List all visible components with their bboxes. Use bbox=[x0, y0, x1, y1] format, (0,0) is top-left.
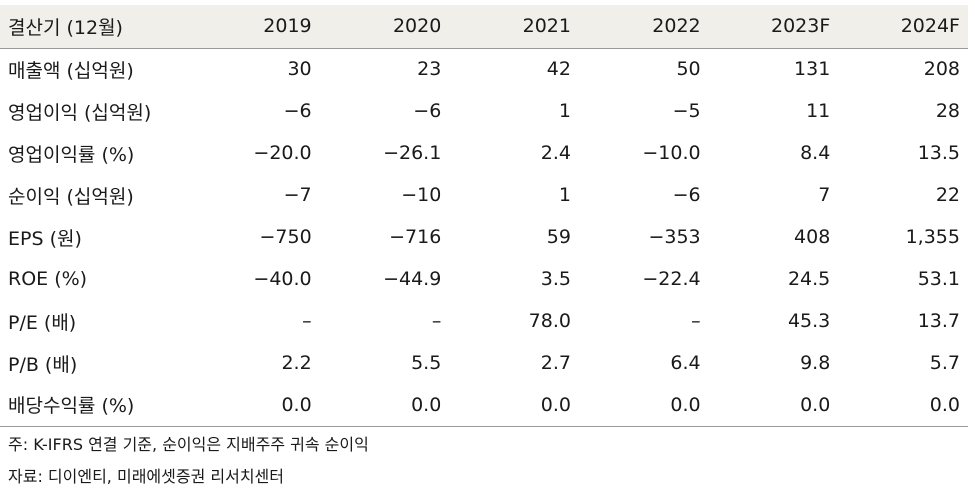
table-row-roe: ROE (%) −40.0 −44.9 3.5 −22.4 24.5 53.1 bbox=[0, 258, 968, 300]
header-2024f: 2024F bbox=[838, 5, 968, 49]
cell-value: 53.1 bbox=[917, 268, 960, 290]
row-label: 영업이익률 (%) bbox=[8, 143, 135, 166]
cell-value: 2.2 bbox=[281, 352, 312, 374]
cell-value: −7 bbox=[283, 184, 312, 206]
cell-value: 9.8 bbox=[800, 352, 831, 374]
cell-value: 24.5 bbox=[787, 268, 831, 290]
cell-value: 50 bbox=[676, 58, 701, 81]
cell-value: 1 bbox=[558, 100, 571, 122]
source-note: 자료: 디이엔티, 미래에셋증권 리서치센터 bbox=[8, 467, 284, 486]
cell-value: 0.0 bbox=[319, 384, 450, 427]
cell-value: −6 bbox=[283, 100, 312, 122]
cell-value: – bbox=[431, 310, 442, 332]
cell-value: 0.0 bbox=[838, 384, 968, 427]
cell-value: 30 bbox=[287, 58, 312, 81]
header-2019: 2019 bbox=[190, 5, 320, 49]
cell-value: −44.9 bbox=[383, 268, 442, 290]
cell-value: 5.5 bbox=[411, 352, 442, 374]
table-row-revenue: 매출액 (십억원) 30 23 42 50 131 208 bbox=[0, 48, 968, 90]
header-2023f: 2023F bbox=[708, 5, 839, 49]
table-row-operating-margin: 영업이익률 (%) −20.0 −26.1 2.4 −10.0 8.4 13.5 bbox=[0, 132, 968, 174]
row-label: P/B (배) bbox=[8, 353, 78, 376]
table-row-dividend-yield: 배당수익률 (%) 0.0 0.0 0.0 0.0 0.0 0.0 bbox=[0, 384, 968, 427]
cell-value: 131 bbox=[794, 58, 831, 81]
header-2022: 2022 bbox=[578, 5, 709, 49]
cell-value: 8.4 bbox=[800, 142, 831, 164]
cell-value: – bbox=[691, 310, 701, 332]
cell-value: 7 bbox=[818, 184, 831, 206]
cell-value: 1 bbox=[558, 184, 571, 206]
cell-value: 28 bbox=[935, 100, 960, 122]
cell-value: 13.5 bbox=[917, 142, 960, 164]
cell-value: −26.1 bbox=[383, 142, 442, 164]
table-row-eps: EPS (원) −750 −716 59 −353 408 1,355 bbox=[0, 216, 968, 258]
table-row-pe: P/E (배) – – 78.0 – 45.3 13.7 bbox=[0, 300, 968, 342]
cell-value: 3.5 bbox=[540, 268, 571, 290]
cell-value: – bbox=[302, 310, 312, 332]
header-2020: 2020 bbox=[319, 5, 450, 49]
row-label: 순이익 (십억원) bbox=[8, 185, 134, 208]
cell-value: 0.0 bbox=[708, 384, 839, 427]
row-label: 배당수익률 (%) bbox=[0, 384, 190, 427]
cell-value: 208 bbox=[923, 58, 960, 81]
cell-value: −10 bbox=[401, 184, 442, 206]
cell-value: −20.0 bbox=[253, 142, 312, 164]
table-row-net-income: 순이익 (십억원) −7 −10 1 −6 7 22 bbox=[0, 174, 968, 216]
cell-value: −716 bbox=[389, 226, 442, 248]
cell-value: 2.4 bbox=[540, 142, 571, 164]
row-label: P/E (배) bbox=[8, 311, 77, 334]
row-label: 매출액 (십억원) bbox=[8, 59, 134, 82]
table-row-pb: P/B (배) 2.2 5.5 2.7 6.4 9.8 5.7 bbox=[0, 342, 968, 384]
cell-value: 2.7 bbox=[540, 352, 571, 374]
cell-value: −6 bbox=[413, 100, 442, 122]
cell-value: 6.4 bbox=[670, 352, 701, 374]
cell-value: −22.4 bbox=[642, 268, 701, 290]
cell-value: −10.0 bbox=[642, 142, 701, 164]
cell-value: −353 bbox=[648, 226, 701, 248]
footnote: 주: K-IFRS 연결 기준, 순이익은 지배주주 귀속 순이익 bbox=[8, 435, 369, 454]
cell-value: 13.7 bbox=[917, 310, 960, 332]
cell-value: 45.3 bbox=[787, 310, 831, 332]
cell-value: 1,355 bbox=[905, 226, 960, 248]
row-label: ROE (%) bbox=[8, 268, 88, 290]
cell-value: −5 bbox=[672, 100, 701, 122]
financial-table: 결산기 (12월) 2019 2020 2021 2022 2023F 2024… bbox=[0, 5, 968, 427]
table-header-row: 결산기 (12월) 2019 2020 2021 2022 2023F 2024… bbox=[0, 5, 968, 49]
cell-value: 23 bbox=[417, 58, 442, 81]
row-label: EPS (원) bbox=[8, 227, 82, 250]
table-row-operating-profit: 영업이익 (십억원) −6 −6 1 −5 11 28 bbox=[0, 90, 968, 132]
cell-value: 22 bbox=[935, 184, 960, 206]
row-label: 영업이익 (십억원) bbox=[8, 101, 152, 124]
cell-value: 0.0 bbox=[190, 384, 320, 427]
header-fiscal-period: 결산기 (12월) bbox=[0, 5, 190, 49]
cell-value: 78.0 bbox=[528, 310, 571, 332]
cell-value: 0.0 bbox=[578, 384, 709, 427]
cell-value: −750 bbox=[259, 226, 312, 248]
cell-value: 11 bbox=[806, 100, 831, 122]
cell-value: 42 bbox=[546, 58, 571, 81]
cell-value: 0.0 bbox=[449, 384, 579, 427]
cell-value: 59 bbox=[546, 226, 571, 248]
header-2021: 2021 bbox=[449, 5, 579, 49]
cell-value: −40.0 bbox=[253, 268, 312, 290]
cell-value: 5.7 bbox=[929, 352, 960, 374]
cell-value: −6 bbox=[672, 184, 701, 206]
cell-value: 408 bbox=[794, 226, 831, 248]
